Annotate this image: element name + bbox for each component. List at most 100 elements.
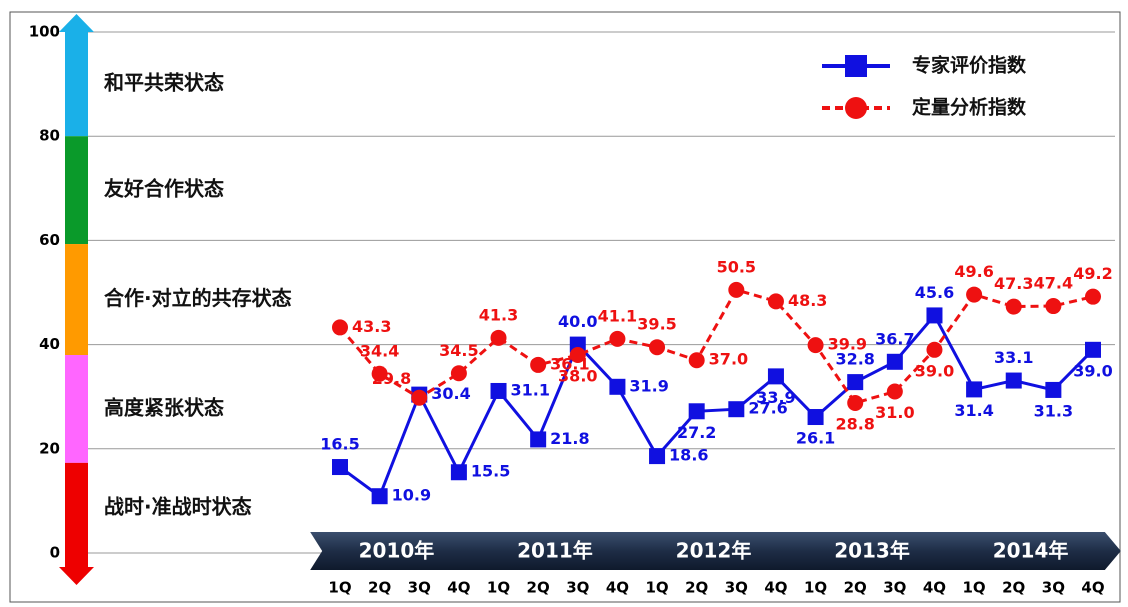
marker — [688, 403, 705, 420]
data-label: 27.6 — [748, 399, 787, 418]
year-label: 2011年 — [517, 539, 593, 563]
data-label: 31.9 — [629, 376, 668, 395]
data-label: 34.4 — [360, 341, 399, 360]
band — [65, 462, 88, 553]
frame — [9, 11, 1121, 603]
band-label: 和平共荣状态 — [104, 71, 224, 95]
marker — [847, 374, 864, 391]
band-label: 高度紧张状态 — [104, 395, 224, 419]
marker — [450, 365, 467, 382]
data-label: 31.0 — [875, 403, 914, 422]
marker — [807, 409, 824, 426]
year-banner — [627, 532, 804, 570]
data-label: 10.9 — [392, 486, 431, 505]
data-label: 34.5 — [439, 341, 478, 360]
x-tick-label: 2Q — [685, 579, 708, 597]
x-tick-label: 1Q — [804, 579, 827, 597]
x-tick-label: 4Q — [764, 579, 787, 597]
year-label: 2012年 — [676, 539, 752, 563]
data-label: 27.2 — [677, 423, 716, 442]
data-label: 31.4 — [954, 401, 993, 420]
band — [65, 32, 88, 137]
marker — [728, 401, 745, 418]
data-label: 41.1 — [598, 306, 637, 325]
year-label: 2010年 — [359, 539, 435, 563]
marker — [966, 381, 983, 398]
y-tick-label: 60 — [39, 231, 60, 249]
marker — [609, 378, 626, 395]
band-label: 战时·准战时状态 — [104, 494, 252, 518]
x-tick-label: 2Q — [527, 579, 550, 597]
x-tick-label: 4Q — [606, 579, 629, 597]
data-label: 16.5 — [320, 435, 359, 454]
y-tick-label: 80 — [39, 127, 60, 145]
data-label: 28.8 — [835, 414, 874, 433]
data-label: 49.2 — [1073, 264, 1112, 283]
year-banner — [468, 532, 646, 570]
x-tick-label: 4Q — [447, 579, 470, 597]
series-line — [338, 288, 1094, 405]
data-label: 32.8 — [835, 350, 874, 369]
x-tick-label: 3Q — [883, 579, 906, 597]
data-label: 31.1 — [511, 380, 550, 399]
marker — [807, 337, 824, 354]
y-tick-label: 20 — [39, 439, 60, 457]
marker — [886, 353, 903, 370]
axis-arrow-up — [59, 14, 94, 32]
marker — [649, 448, 666, 465]
x-tick-label: 4Q — [1081, 579, 1104, 597]
data-label: 39.0 — [915, 361, 954, 380]
data-label: 47.4 — [1034, 274, 1073, 293]
x-tick-label: 3Q — [566, 579, 589, 597]
marker — [1045, 381, 1062, 398]
data-label: 40.0 — [558, 312, 597, 331]
legend-label: 定量分析指数 — [912, 96, 1027, 119]
year-banner — [944, 532, 1121, 570]
data-label: 26.1 — [796, 429, 835, 448]
data-label: 41.3 — [479, 305, 518, 324]
data-label: 47.3 — [994, 274, 1033, 293]
marker — [371, 488, 388, 505]
marker — [886, 383, 903, 400]
x-tick-label: 2Q — [844, 579, 867, 597]
band — [65, 355, 88, 463]
y-tick-label: 100 — [29, 23, 60, 41]
band — [65, 136, 88, 245]
data-label: 31.3 — [1034, 401, 1073, 420]
marker — [490, 382, 507, 399]
marker — [767, 368, 784, 385]
y-tick-label: 0 — [50, 544, 60, 562]
x-tick-label: 3Q — [1042, 579, 1065, 597]
marker — [371, 365, 388, 382]
marker — [728, 281, 745, 298]
data-label: 36.7 — [875, 329, 914, 348]
legend-marker — [845, 55, 867, 77]
axis-arrow-shaft — [65, 553, 88, 567]
y-tick-label: 40 — [39, 335, 60, 353]
marker — [332, 319, 348, 336]
year-banner — [785, 532, 963, 570]
x-tick-label: 1Q — [487, 579, 510, 597]
x-tick-label: 3Q — [725, 579, 748, 597]
x-tick-label: 1Q — [328, 579, 351, 597]
data-label: 33.1 — [994, 348, 1033, 367]
band — [65, 244, 88, 356]
marker — [1085, 288, 1101, 305]
year-label: 2014年 — [993, 539, 1069, 563]
axis-arrow-down — [59, 567, 94, 585]
data-label: 50.5 — [717, 257, 756, 276]
marker — [688, 352, 705, 369]
marker — [767, 293, 784, 310]
marker — [530, 431, 547, 448]
marker — [1005, 298, 1022, 315]
marker — [966, 286, 983, 303]
band-label: 合作·对立的共存状态 — [104, 286, 292, 310]
marker — [1085, 341, 1101, 358]
x-tick-label: 1Q — [963, 579, 986, 597]
data-label: 18.6 — [669, 446, 708, 465]
marker — [926, 307, 943, 324]
marker — [411, 389, 428, 406]
data-label: 39.5 — [637, 315, 676, 334]
legend-label: 专家评价指数 — [912, 54, 1027, 77]
